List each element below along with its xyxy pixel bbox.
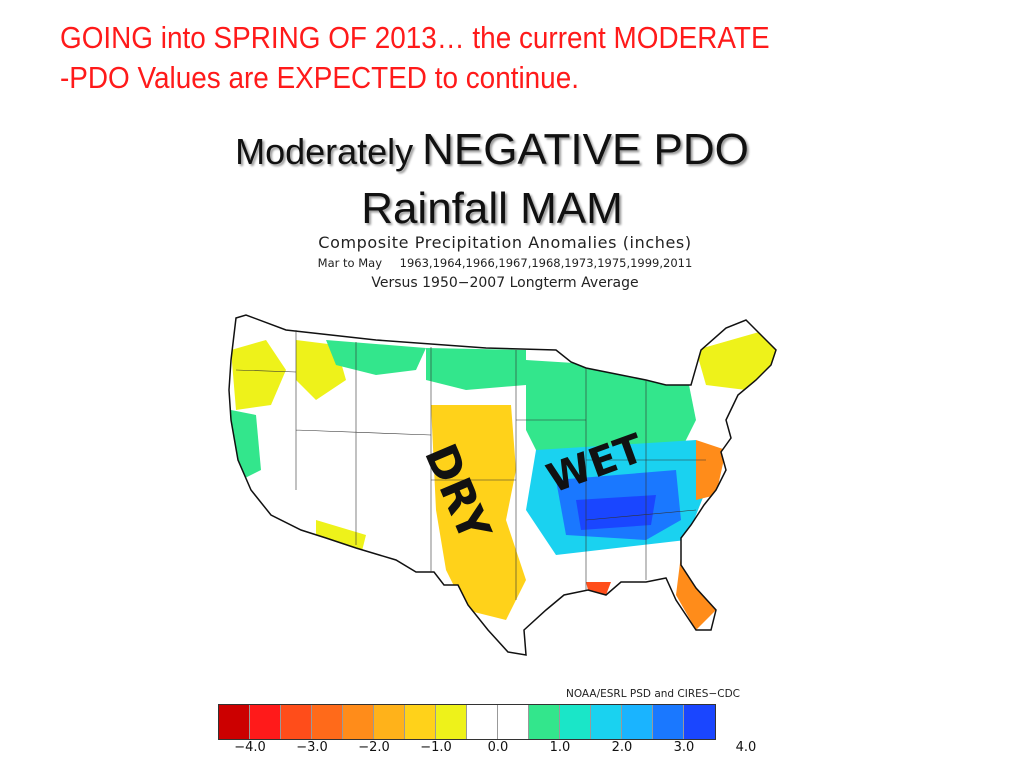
color-scale-bar xyxy=(218,704,716,740)
scale-tick-label: −3.0 xyxy=(296,740,328,755)
color-swatch xyxy=(219,705,250,739)
color-swatch xyxy=(653,705,684,739)
northwest-coast-zone xyxy=(231,340,286,410)
color-swatch xyxy=(343,705,374,739)
headline-line-2: -PDO Values are EXPECTED to continue. xyxy=(60,60,579,95)
scale-tick-label: 3.0 xyxy=(673,740,695,755)
scale-tick-label: 0.0 xyxy=(487,740,509,755)
color-swatch xyxy=(684,705,715,739)
color-swatch xyxy=(374,705,405,739)
color-swatch xyxy=(467,705,498,739)
gulf-coast-dry-zone xyxy=(586,582,611,595)
map-period: Mar to May xyxy=(317,256,382,270)
southwest-zone xyxy=(316,520,366,555)
title-negative-pdo: NEGATIVE PDO xyxy=(422,125,749,174)
color-swatch xyxy=(498,705,529,739)
mid-atlantic-dry-zone xyxy=(696,440,726,500)
color-swatch xyxy=(405,705,436,739)
scale-tick-label: −4.0 xyxy=(234,740,266,755)
headline-line-1: GOING into SPRING OF 2013… the current M… xyxy=(60,20,770,55)
northern-rockies-zone xyxy=(326,340,426,375)
us-outline xyxy=(228,314,777,656)
color-swatch xyxy=(281,705,312,739)
data-credit: NOAA/ESRL PSD and CIRES−CDC xyxy=(566,688,740,700)
southern-plains-dry-zone xyxy=(431,405,526,620)
map-title: Composite Precipitation Anomalies (inche… xyxy=(318,233,692,252)
map-years: 1963,1964,1966,1967,1968,1973,1975,1999,… xyxy=(399,256,693,270)
color-swatch xyxy=(622,705,653,739)
scale-tick-label: 2.0 xyxy=(611,740,633,755)
color-scale-ticks: −4.0 −3.0 −2.0 −1.0 0.0 1.0 2.0 3.0 4.0 xyxy=(218,740,778,760)
midwest-wet-zone xyxy=(526,360,696,470)
map-baseline: Versus 1950−2007 Longterm Average xyxy=(371,275,639,291)
title-line-2: Rainfall MAM xyxy=(361,184,623,233)
scale-tick-label: 4.0 xyxy=(735,740,757,755)
scale-tick-label: −2.0 xyxy=(358,740,390,755)
title-moderately: Moderately xyxy=(235,131,414,172)
color-swatch xyxy=(591,705,622,739)
color-swatch xyxy=(436,705,467,739)
color-swatch xyxy=(250,705,281,739)
scale-tick-label: −1.0 xyxy=(420,740,452,755)
map-header: Composite Precipitation Anomalies (inche… xyxy=(290,232,720,294)
color-swatch xyxy=(560,705,591,739)
map-period-line: Mar to May 1963,1964,1966,1967,1968,1973… xyxy=(290,254,720,272)
color-swatch xyxy=(529,705,560,739)
color-swatch xyxy=(312,705,343,739)
state-boundaries xyxy=(235,330,706,600)
headline: GOING into SPRING OF 2013… the current M… xyxy=(60,18,870,98)
slide-title: Moderately NEGATIVE PDO Rainfall MAM xyxy=(0,122,984,237)
new-england-zone xyxy=(696,330,776,390)
northern-plains-zone xyxy=(426,348,526,390)
scale-tick-label: 1.0 xyxy=(549,740,571,755)
us-precipitation-map: DRY WET xyxy=(226,310,786,670)
core-wet-zone xyxy=(576,495,656,530)
